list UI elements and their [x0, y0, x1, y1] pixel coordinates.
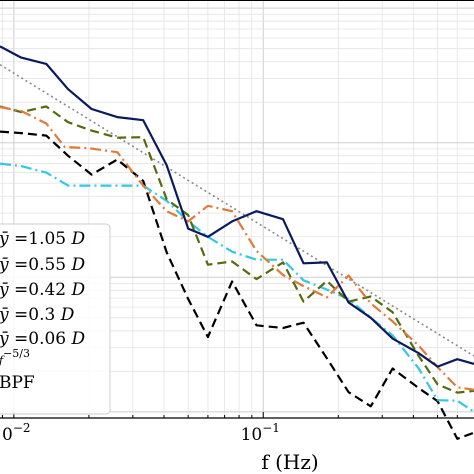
- legend-entry-5: ȳ =0.06 D: [0, 329, 86, 349]
- legend-entry-7: BPF: [0, 373, 35, 393]
- legend-entry-2: ȳ =0.55 D: [0, 255, 86, 275]
- series-line-1: [0, 45, 474, 368]
- legend-entry-6: f−5/3: [0, 347, 30, 367]
- x-tick-label-2: 10−1: [241, 421, 280, 445]
- legend-entry-4: ȳ =0.3 D: [0, 305, 75, 325]
- x-axis-label: f (Hz): [261, 450, 318, 474]
- legend-box: [0, 223, 111, 415]
- legend: ȳ =1.05 D ȳ =0.55 D ȳ =0.42 D ȳ =0.3 D ȳ =0.…: [0, 223, 111, 415]
- series-line-2: [0, 106, 474, 391]
- series-lines: [0, 45, 474, 440]
- series-line-5: [0, 130, 474, 440]
- legend-entry-3: ȳ =0.42 D: [0, 280, 86, 300]
- x-tick-label-1: 10−2: [0, 421, 31, 445]
- plot-frame: [0, 0, 474, 419]
- series-line-4: [0, 162, 474, 413]
- x-axis-ticks: 10−2 10−1: [0, 412, 458, 445]
- legend-entry-1: ȳ =1.05 D: [0, 229, 86, 249]
